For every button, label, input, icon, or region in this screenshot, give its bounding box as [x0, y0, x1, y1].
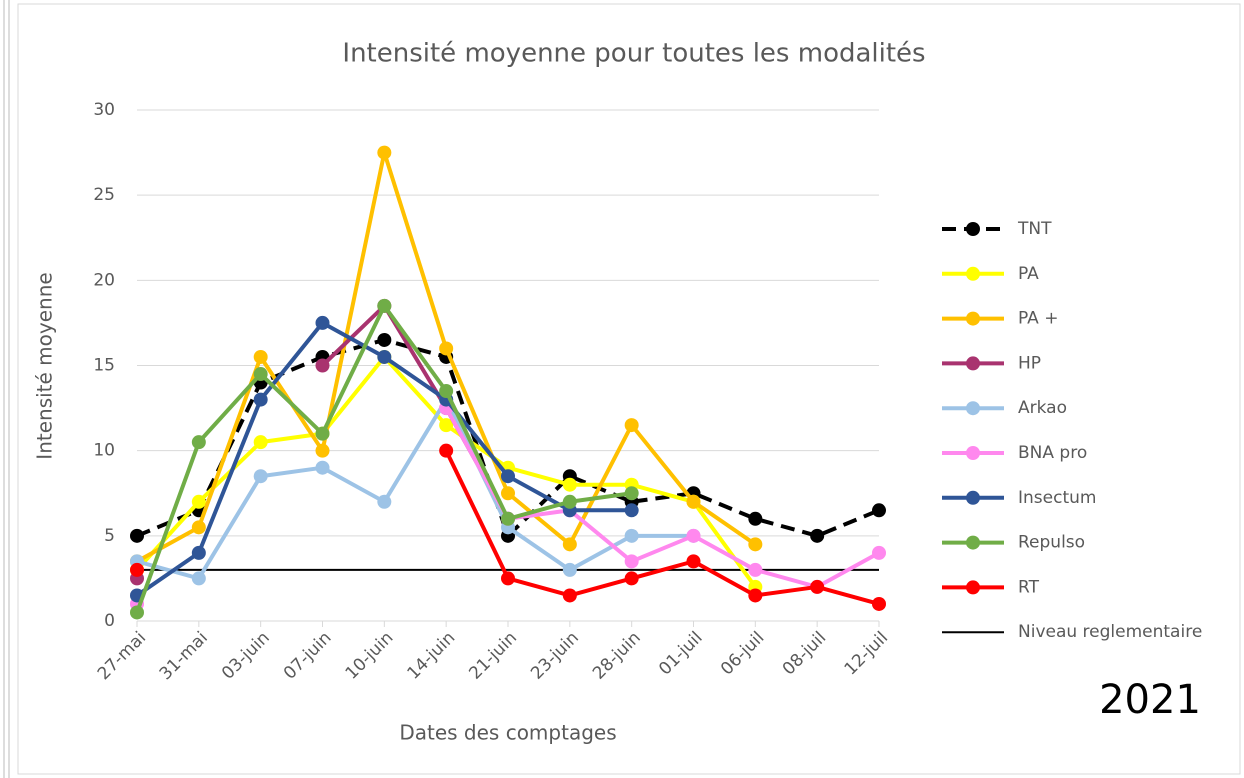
y-axis-label: Intensité moyenne [33, 272, 57, 459]
y-tick-label: 20 [93, 270, 115, 290]
legend-label: Insectum [1018, 488, 1096, 508]
data-point [377, 298, 392, 313]
data-point [624, 503, 639, 518]
data-point [253, 392, 268, 407]
data-point [377, 145, 392, 160]
data-point [439, 341, 454, 356]
frame [17, 3, 1241, 775]
legend-marker [966, 266, 980, 281]
data-point [501, 469, 515, 484]
legend-label: RT [1018, 577, 1040, 597]
data-point [377, 349, 392, 364]
legend-marker [966, 311, 980, 326]
legend-marker [966, 356, 980, 371]
series-line [444, 449, 880, 606]
data-point [191, 571, 206, 586]
legend-label: HP [1018, 353, 1041, 373]
legend-label: BNA pro [1018, 443, 1087, 463]
y-tick-label: 10 [93, 441, 115, 461]
data-point [439, 443, 454, 458]
data-point [377, 494, 392, 509]
legend-label: Repulso [1018, 533, 1085, 553]
y-tick-label: 5 [104, 526, 115, 546]
chart-title: Intensité moyenne pour toutes les modali… [342, 39, 925, 69]
data-point [315, 358, 330, 373]
data-point [748, 588, 763, 603]
data-point [872, 503, 886, 518]
legend-marker [966, 222, 980, 236]
legend-marker [966, 446, 980, 460]
legend-label: PA [1018, 264, 1039, 284]
data-point [562, 562, 577, 577]
data-point [315, 426, 330, 441]
data-point [872, 596, 886, 611]
legend-marker [966, 401, 980, 416]
data-point [253, 435, 268, 450]
series-line [136, 397, 694, 581]
data-point [130, 605, 144, 620]
data-point [562, 477, 577, 492]
data-point [191, 494, 206, 509]
data-point [562, 588, 577, 603]
data-point [872, 545, 886, 560]
data-point [686, 494, 701, 509]
data-point [686, 554, 701, 569]
legend-label: Arkao [1018, 398, 1067, 418]
data-point [315, 460, 330, 475]
data-point [624, 571, 639, 586]
data-point [315, 315, 330, 330]
legend-label: TNT [1017, 219, 1052, 239]
y-tick-label: 15 [93, 356, 115, 376]
legend-marker [966, 535, 980, 550]
data-point [253, 367, 268, 382]
data-point [191, 520, 206, 535]
legend-label: PA + [1018, 309, 1058, 329]
data-point [562, 537, 577, 552]
data-point [624, 554, 639, 569]
data-point [501, 571, 515, 586]
data-point [130, 528, 144, 543]
y-tick-label: 25 [93, 185, 115, 205]
data-point [624, 528, 639, 543]
legend-marker [966, 490, 980, 505]
data-point [439, 384, 454, 399]
data-point [377, 332, 392, 347]
data-point [501, 511, 515, 526]
data-point [748, 511, 763, 526]
y-tick-label: 0 [104, 611, 115, 631]
data-point [191, 545, 206, 560]
x-axis-label: Dates des comptages [399, 721, 616, 745]
y-tick-label: 30 [93, 100, 115, 120]
data-point [501, 486, 515, 501]
data-point [748, 537, 763, 552]
annotation: 2021 [1099, 677, 1201, 723]
data-point [253, 349, 268, 364]
data-point [191, 435, 206, 450]
data-point [624, 418, 639, 433]
data-point [315, 443, 330, 458]
legend-marker [966, 580, 980, 595]
data-point [686, 528, 701, 543]
data-point [810, 528, 825, 543]
data-point [624, 486, 639, 501]
data-point [810, 579, 825, 594]
legend-label: Niveau reglementaire [1018, 622, 1202, 642]
data-point [130, 562, 144, 577]
data-point [253, 469, 268, 484]
data-point [748, 562, 763, 577]
data-point [439, 418, 454, 433]
data-point [562, 494, 577, 509]
